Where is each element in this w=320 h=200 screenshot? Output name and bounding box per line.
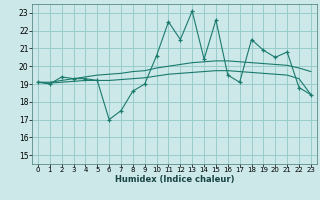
- X-axis label: Humidex (Indice chaleur): Humidex (Indice chaleur): [115, 175, 234, 184]
